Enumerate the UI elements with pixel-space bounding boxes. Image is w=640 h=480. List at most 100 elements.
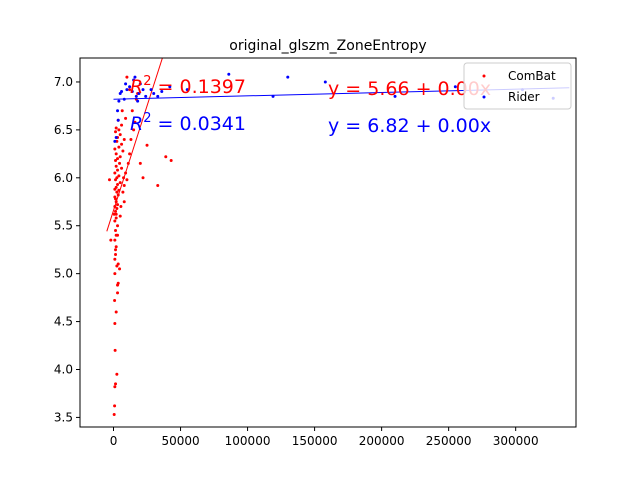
legend: ComBat Rider	[463, 62, 572, 110]
data-point	[114, 252, 118, 256]
y-tick-label: 5.0	[54, 267, 73, 281]
data-point	[128, 88, 132, 92]
data-point	[160, 90, 164, 94]
data-point	[114, 159, 118, 163]
data-point	[117, 99, 121, 103]
data-point	[113, 404, 117, 408]
x-tick-label: 0	[110, 434, 118, 448]
legend-label: Rider	[508, 90, 540, 104]
data-point	[116, 203, 120, 207]
data-point	[122, 137, 126, 141]
data-point	[115, 206, 119, 210]
data-point	[453, 85, 457, 89]
y-tick-label: 4.0	[54, 362, 73, 376]
data-point	[169, 159, 173, 163]
data-point	[117, 174, 121, 178]
data-point	[156, 94, 160, 98]
plot-frame	[79, 57, 577, 428]
data-point	[114, 382, 118, 386]
data-point	[132, 128, 136, 132]
data-point	[107, 178, 111, 182]
data-point	[132, 78, 136, 82]
data-point	[116, 291, 120, 295]
data-point	[149, 88, 153, 92]
data-point	[116, 157, 120, 161]
y-tick-label: 3.5	[54, 410, 73, 424]
data-point	[113, 321, 117, 325]
annotations: R2 = 0.1397 y = 5.66 + 0.00x R2 = 0.0341 y …	[130, 74, 491, 137]
data-point	[115, 190, 119, 194]
data-point	[120, 109, 124, 113]
y-tick-label: 5.5	[54, 219, 73, 233]
data-point	[114, 216, 118, 220]
x-tick-label: 100000	[225, 434, 271, 448]
data-point	[120, 142, 124, 146]
data-point	[118, 181, 122, 185]
data-point	[114, 248, 118, 252]
data-point	[114, 185, 118, 189]
data-point	[116, 183, 120, 187]
data-point	[114, 245, 118, 249]
x-tick-label: 250000	[426, 434, 472, 448]
legend-label: ComBat	[508, 69, 556, 83]
data-point	[129, 137, 133, 141]
data-point	[117, 128, 121, 132]
data-point	[116, 118, 120, 122]
data-point	[124, 116, 128, 120]
data-point	[112, 413, 116, 417]
data-point	[109, 238, 113, 242]
data-point	[144, 94, 148, 98]
data-point	[116, 262, 120, 266]
data-point	[185, 88, 189, 92]
x-tick-label: 200000	[359, 434, 405, 448]
data-point	[138, 82, 142, 86]
data-point	[113, 257, 117, 261]
data-point	[133, 120, 137, 124]
data-point	[114, 126, 118, 130]
data-point	[136, 99, 140, 103]
equation-label: y = 5.66 + 0.00x	[328, 78, 491, 100]
data-point	[164, 155, 168, 159]
equation-label: y = 6.82 + 0.00x	[328, 115, 491, 137]
r-squared-label: R2 = 0.0341	[130, 111, 246, 135]
data-point	[120, 166, 124, 170]
data-point	[125, 178, 129, 182]
y-tick-label: 7.0	[54, 75, 73, 89]
data-point	[118, 267, 122, 271]
r-squared-label: R2 = 0.1397	[130, 74, 246, 98]
data-point	[156, 183, 160, 187]
x-axis: 0 50000 100000 150000 200000 250000 300000	[110, 427, 539, 448]
y-axis: 3.5 4.0 4.5 5.0 5.5 6.0 6.5 7.0	[54, 75, 80, 424]
data-point	[113, 147, 117, 151]
chart-title: original_glszm_ZoneEntropy	[229, 38, 426, 54]
y-tick-label: 4.5	[54, 315, 73, 329]
data-point	[113, 298, 117, 302]
data-point	[118, 161, 122, 165]
data-point	[117, 145, 121, 149]
data-point	[118, 214, 122, 218]
data-point	[118, 133, 122, 137]
x-tick-label: 150000	[292, 434, 338, 448]
data-point	[118, 155, 122, 159]
series-combat	[106, 58, 173, 417]
data-point	[114, 152, 118, 156]
data-point	[113, 171, 117, 175]
data-point	[128, 85, 132, 89]
data-point	[114, 136, 118, 140]
data-point	[113, 348, 117, 352]
y-tick-label: 6.5	[54, 123, 73, 137]
legend-box	[463, 62, 572, 110]
data-point	[114, 212, 118, 216]
data-point	[141, 88, 145, 92]
data-point	[227, 72, 231, 76]
data-point	[113, 385, 117, 389]
data-point	[113, 272, 117, 276]
data-point	[138, 161, 142, 165]
data-point	[122, 183, 126, 187]
data-point	[137, 91, 141, 95]
fit-line-combat	[106, 58, 163, 232]
data-point	[121, 149, 125, 153]
legend-marker	[482, 95, 486, 99]
x-tick-label: 50000	[161, 434, 199, 448]
